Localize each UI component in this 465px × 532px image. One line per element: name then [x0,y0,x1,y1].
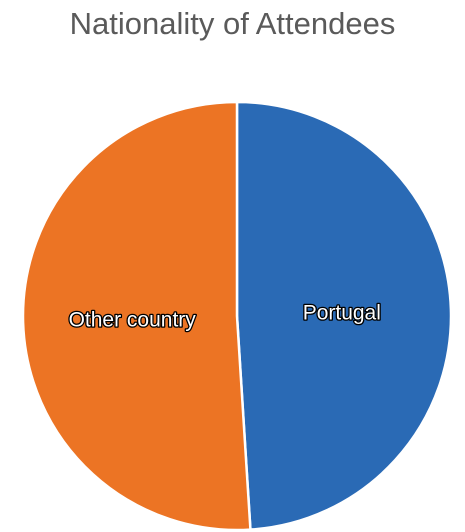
pie-slice-other-country [21,100,252,532]
slice-label-portugal: Portugal [303,302,381,325]
pie-slice-portugal [235,100,453,531]
slice-label-other-country: Other country [69,308,197,331]
chart-title: Nationality of Attendees [69,6,396,41]
